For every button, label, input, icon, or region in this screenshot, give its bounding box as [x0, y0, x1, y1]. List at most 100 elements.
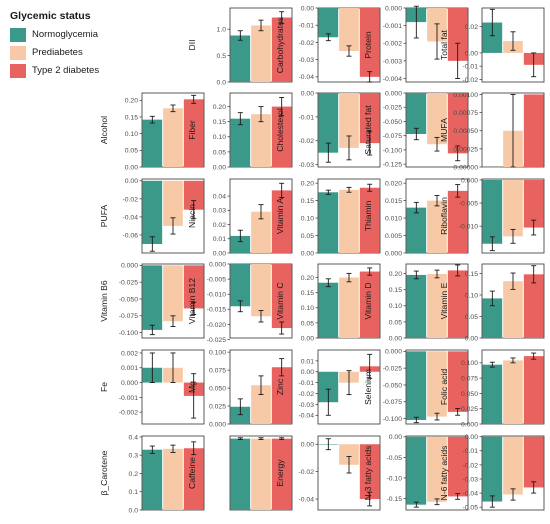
- legend-label-normoglycemia: Normoglycemia: [32, 29, 98, 40]
- panel-vitamin-c: 0.00 0.05 0.10 0.15 0.20 Vitamin C: [275, 263, 381, 342]
- legend: Glycemic status Normoglycemia Prediabete…: [4, 4, 112, 86]
- y-tick-label: 0.005: [385, 233, 402, 240]
- panel-selenium: 0.000 -0.025 -0.050 -0.075 -0.100 Selenium: [363, 349, 469, 425]
- bar-vitamin-b12-normoglycemia: [230, 264, 251, 307]
- y-tick-label: -0.02: [299, 391, 315, 398]
- y-tick-label: -0.01: [299, 380, 315, 387]
- y-axis-label-dii: DII: [187, 40, 197, 51]
- y-tick-label: -0.02: [463, 77, 479, 84]
- y-tick-label: -0.075: [383, 133, 402, 140]
- y-tick-label: 0.02: [465, 24, 478, 31]
- bar-carotene-normoglycemia: [142, 449, 163, 510]
- y-tick-label: 0.00075: [453, 110, 478, 117]
- y-axis-label-fe: Fe: [99, 382, 109, 392]
- y-axis-label-caffeine: Caffeine: [187, 457, 197, 489]
- bar-saturated-fat-type-2-diabetes: [447, 93, 468, 154]
- y-axis-label-n-6-fatty-acids: N-6 fatty acids: [439, 446, 449, 501]
- y-tick-label: -0.005: [459, 200, 478, 207]
- panel-protein: 0.000 -0.001 -0.002 -0.003 -0.004 Protein: [363, 5, 469, 83]
- bar-vitamin-e-prediabetes: [503, 281, 523, 338]
- y-tick-label: 0.00100: [453, 92, 478, 99]
- bar-vitamin-a-normoglycemia: [318, 192, 339, 253]
- y-tick-label: 0.0: [217, 79, 227, 86]
- y-axis-label-n-3-fatty-acids: N-3 fatty acids: [363, 446, 373, 501]
- y-tick-label: 0.000: [385, 5, 402, 12]
- bar-selenium-prediabetes: [427, 351, 447, 417]
- y-axis-label-niacin: Niacin: [187, 204, 197, 228]
- bar-caffeine-type-2-diabetes: [271, 438, 292, 510]
- y-tick-label: 0.20: [213, 104, 226, 111]
- bar-energy-type-2-diabetes: [359, 444, 380, 500]
- y-tick-label: 0.000: [209, 261, 226, 268]
- bar-selenium-type-2-diabetes: [447, 351, 468, 412]
- panel-riboflavin: 0.000 -0.005 -0.010 Riboflavin: [439, 177, 545, 254]
- y-tick-label: 0.10: [213, 134, 226, 141]
- bar-dii-prediabetes: [251, 25, 271, 83]
- bar-protein-type-2-diabetes: [447, 8, 468, 61]
- y-tick-label: -0.002: [119, 410, 138, 417]
- bar-n-6-fatty-acids-type-2-diabetes: [523, 436, 544, 488]
- y-tick-label: -0.050: [119, 296, 138, 303]
- bar-mg-prediabetes: [251, 385, 271, 424]
- bar-n-3-fatty-acids-type-2-diabetes: [447, 436, 468, 497]
- y-tick-label: 0.3: [129, 453, 139, 460]
- y-axis-label-vitamin-d: Vitamin D: [363, 282, 373, 319]
- y-tick-label: -0.04: [299, 413, 315, 420]
- bar-saturated-fat-prediabetes: [427, 93, 447, 145]
- y-tick-label: -0.004: [383, 76, 402, 83]
- bar-alcohol-type-2-diabetes: [183, 99, 204, 167]
- y-tick-label: -0.010: [207, 292, 226, 299]
- y-tick-label: 0.10: [301, 215, 314, 222]
- y-tick-label: 0.000: [121, 263, 138, 270]
- y-tick-label: 0.00: [301, 369, 314, 376]
- y-tick-label: 0.025: [461, 406, 478, 413]
- bar-riboflavin-type-2-diabetes: [523, 179, 544, 228]
- y-tick-label: -0.025: [207, 337, 226, 344]
- y-tick-label: 0.20: [125, 98, 138, 105]
- y-tick-label: 0.00: [125, 164, 138, 171]
- y-tick-label: 0.000: [385, 250, 402, 257]
- bar-vitamin-d-prediabetes: [427, 273, 447, 338]
- y-axis-label-mufa: MUFA: [439, 118, 449, 142]
- y-tick-label: -0.050: [383, 382, 402, 389]
- y-tick-label: -0.01: [299, 114, 315, 121]
- y-tick-label: 0.20: [389, 271, 402, 278]
- y-tick-label: 0.050: [461, 391, 478, 398]
- bar-cholesterol-normoglycemia: [318, 93, 339, 153]
- y-tick-label: -0.01: [299, 23, 315, 30]
- y-tick-label: 0.000: [385, 90, 402, 97]
- y-tick-label: -0.10: [387, 475, 403, 482]
- y-tick-label: -0.15: [387, 496, 403, 503]
- y-tick-label: -0.005: [207, 277, 226, 284]
- bar-vitamin-c-normoglycemia: [318, 282, 339, 338]
- legend-label-type-2-diabetes: Type 2 diabetes: [32, 65, 100, 76]
- y-axis-label-folic-acid: Folic acid: [439, 369, 449, 406]
- y-tick-label: -0.075: [119, 313, 138, 320]
- panel-vitamin-e: 0.00 0.05 0.10 0.15 Vitamin E: [439, 263, 545, 342]
- y-tick-label: 0.15: [465, 271, 478, 278]
- y-axis-label-zinc: Zinc: [275, 378, 285, 395]
- y-tick-label: 0.00000: [453, 164, 478, 171]
- y-tick-label: 0.05: [125, 148, 138, 155]
- y-tick-label: -0.02: [299, 469, 315, 476]
- legend-swatch-prediabetes: [10, 46, 26, 60]
- bar-vitamin-a-type-2-diabetes: [359, 187, 380, 253]
- bar-vitamin-b12-type-2-diabetes: [271, 264, 292, 329]
- y-axis-label-alcohol: Alcohol: [99, 116, 109, 144]
- bar-mufa-type-2-diabetes: [523, 94, 544, 167]
- y-tick-label: 0.10: [301, 305, 314, 312]
- bar-vitamin-e-type-2-diabetes: [523, 274, 544, 338]
- panel-dii: 0.0 0.5 1.0 DII: [187, 7, 293, 86]
- bar-niacin-type-2-diabetes: [271, 190, 292, 253]
- y-tick-label: 0.5: [217, 53, 227, 60]
- bar-dii-normoglycemia: [230, 35, 251, 82]
- y-tick-label: 0.02: [213, 222, 226, 229]
- bar-zinc-normoglycemia: [318, 371, 339, 403]
- y-axis-label-vitamin-b12: Vitamin B12: [187, 278, 197, 324]
- y-tick-label: -0.025: [383, 105, 402, 112]
- y-tick-label: 0.010: [385, 215, 402, 222]
- y-tick-label: 0.15: [125, 114, 138, 121]
- panel-folic-acid: 0.000 0.025 0.050 0.075 0.100 Folic acid: [439, 349, 545, 428]
- y-axis-label-selenium: Selenium: [363, 369, 373, 405]
- y-tick-label: 1.0: [217, 27, 227, 34]
